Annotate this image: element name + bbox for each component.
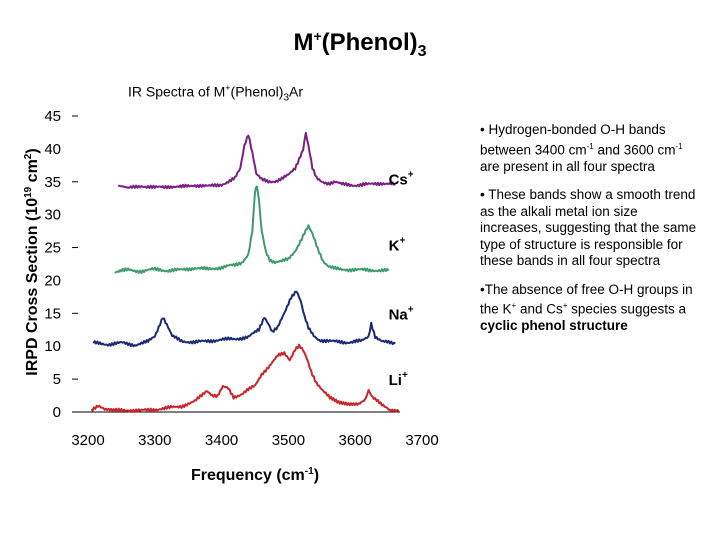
ir-spectra-chart: 0 5 10 15 20 25 30 35 40 45 3200 3300 3400 3500 3600 3… [23, 108, 439, 484]
bullet-sup: -1 [586, 141, 594, 151]
series-line-na [92, 290, 396, 348]
slide-title: M+(Phenol)3 [0, 28, 720, 61]
x-tick-label: 3300 [138, 432, 171, 449]
bullet-smooth-trend: • These bands show a smooth trend as the… [480, 187, 700, 270]
x-axis-label: Frequency (cm-1) [191, 466, 319, 484]
x-tick-label: 3200 [71, 432, 104, 449]
x-tick-label: 3600 [339, 432, 372, 449]
bullet-text: species suggests a [567, 301, 686, 317]
ion-label-na: Na+ [389, 304, 414, 323]
title-main: M [293, 29, 314, 56]
chart-title-sup: + [225, 83, 231, 93]
chart-title-middle: (Phenol) [230, 83, 284, 100]
y-tick-label: 40 [44, 141, 61, 158]
chart-title: IR Spectra of M+(Phenol)3Ar [128, 83, 303, 103]
y-tick-label: 15 [44, 305, 61, 322]
bullet-text: • Hydrogen-bonded O-H bands between 3400… [480, 122, 666, 157]
y-tick-label: 0 [53, 404, 61, 421]
series-line-li [90, 343, 400, 413]
bullet-bold: cyclic phenol structure [480, 318, 628, 333]
ion-label-cs: Cs+ [389, 169, 414, 188]
bullet-sup: + [511, 301, 517, 310]
ion-label-k: K+ [389, 235, 406, 254]
chart-title-sub: 3 [283, 92, 290, 104]
y-tick-label: 5 [53, 371, 61, 388]
bullet-sup: + [562, 301, 568, 310]
ion-label-li: Li+ [389, 370, 408, 389]
title-sup: + [313, 28, 322, 44]
bullet-text: are present in all four spectra [480, 158, 655, 174]
title-sub: 3 [417, 42, 427, 60]
bullet-text: • These bands show a smooth trend as the… [480, 187, 697, 268]
x-tick-label: 3400 [205, 432, 238, 449]
bullet-text: •The absence of free O-H groups in the K [480, 281, 693, 317]
y-tick-label: 20 [44, 272, 61, 289]
y-tick-label: 45 [44, 108, 61, 125]
y-tick-label: 30 [44, 207, 61, 224]
title-rest: (Phenol) [321, 29, 418, 56]
y-tick-label: 10 [44, 338, 61, 355]
x-tick-label: 3500 [272, 432, 305, 449]
bullet-list: • Hydrogen-bonded O-H bands between 3400… [480, 122, 700, 347]
chart-title-prefix: IR Spectra of M [128, 83, 226, 100]
bullet-hbond-bands: • Hydrogen-bonded O-H bands between 3400… [480, 122, 700, 175]
bullet-text: and Cs [516, 301, 563, 317]
y-tick-label: 25 [44, 240, 61, 257]
bullet-text: and 3600 cm [593, 142, 676, 157]
y-tick-label: 35 [44, 174, 61, 191]
x-tick-label: 3700 [405, 432, 438, 449]
series-line-k [114, 185, 390, 274]
bullet-sup: -1 [675, 141, 683, 151]
series-line-cs [118, 131, 396, 190]
bullet-cyclic-structure: •The absence of free O-H groups in the K… [480, 282, 700, 335]
chart-title-suffix: Ar [289, 83, 304, 100]
y-axis-label: IRPD Cross Section (1019 cm2) [23, 148, 41, 375]
